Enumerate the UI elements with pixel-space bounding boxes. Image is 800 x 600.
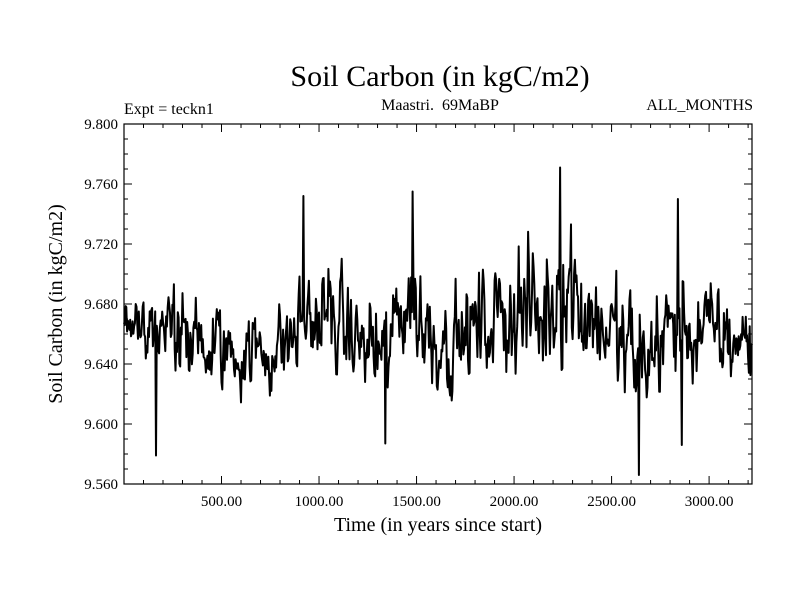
y-tick-label: 9.800 [84, 117, 118, 133]
x-tick-label: 3000.00 [685, 494, 734, 510]
y-tick-label: 9.640 [84, 357, 118, 373]
y-tick-label: 9.600 [84, 417, 118, 433]
experiment-label: Expt = teckn1 [124, 101, 214, 118]
y-axis-label: Soil Carbon (in kgC/m2) [45, 204, 67, 403]
y-tick-label: 9.760 [84, 177, 118, 193]
x-tick-label: 500.00 [201, 494, 242, 510]
plot-frame [123, 123, 753, 485]
x-tick-label: 1000.00 [295, 494, 344, 510]
y-axis-ticks: 9.560 9.600 9.640 9.680 9.720 9.760 9.800 [84, 117, 752, 493]
x-tick-label: 1500.00 [392, 494, 441, 510]
months-label: ALL_MONTHS [646, 97, 753, 114]
chart-title: Soil Carbon (in kgC/m2) [290, 60, 589, 93]
series-line [123, 166, 753, 476]
x-tick-label: 2500.00 [587, 494, 636, 510]
series-group [123, 166, 753, 476]
y-tick-label: 9.720 [84, 237, 118, 253]
y-tick-label: 9.560 [84, 477, 118, 493]
x-tick-label: 2000.00 [490, 494, 539, 510]
x-axis-label: Time (in years since start) [334, 514, 542, 536]
x-axis-ticks: 500.00 1000.00 1500.00 2000.00 2500.00 3000.0… [143, 124, 749, 510]
period-label: Maastri. 69MaBP [381, 97, 499, 114]
y-tick-label: 9.680 [84, 297, 118, 313]
